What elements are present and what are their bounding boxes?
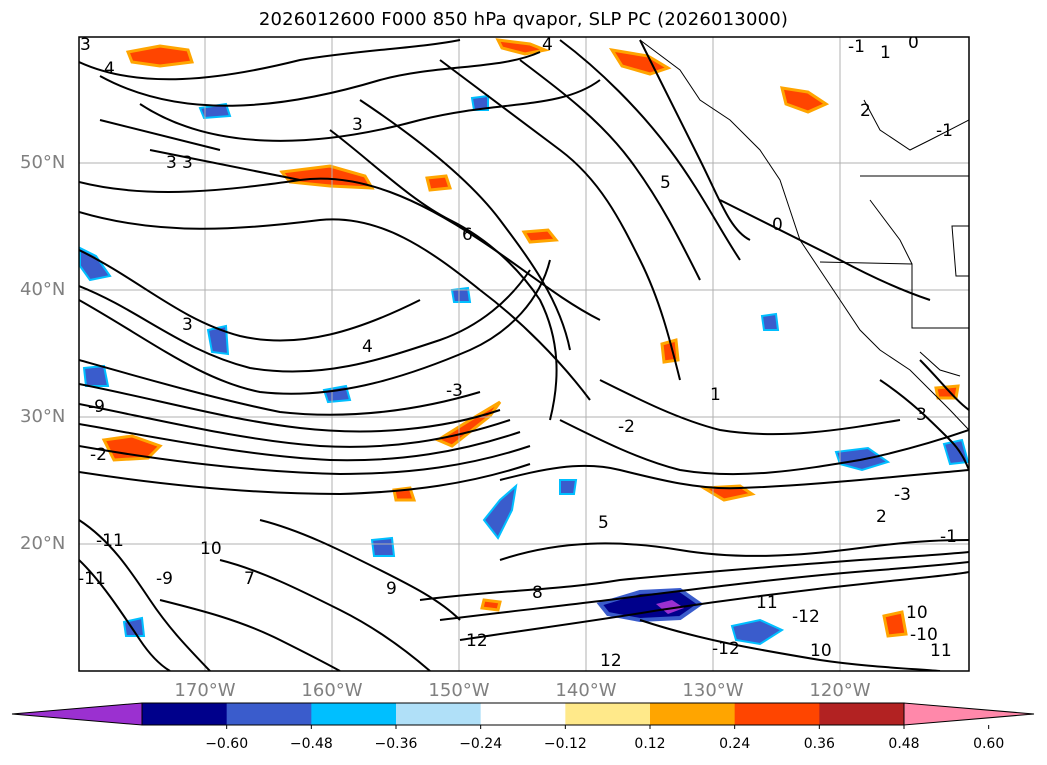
contour-label: -1 [940,527,957,547]
contour-label: -9 [88,397,105,417]
colorbar-segment [142,703,228,725]
colorbar [11,702,1035,729]
contour-label: 0 [908,33,919,53]
plot-area [79,37,969,671]
colorbar-tick-label: 0.12 [634,736,666,752]
contour-label: 3 [166,153,177,173]
contour-label: 3 [182,153,193,173]
contour-label: 8 [532,583,543,603]
contour-label: 2 [876,507,887,527]
contour-label: -3 [446,381,463,401]
lon-label-160w: 160°W [301,680,363,701]
contour-label: 1 [880,43,891,63]
colorbar-tick-label: −0.24 [459,736,503,752]
contour-label: 3 [352,115,363,135]
contour-label: -11 [96,531,124,551]
colorbar-segment [311,703,397,725]
contour-label: 11 [756,593,778,613]
colorbar-segment [565,703,651,725]
colorbar-tick-label: 0.36 [803,736,835,752]
colorbar-segment [734,703,820,725]
colorbar-extend-high [903,702,1035,726]
contour-label: 2 [860,101,871,121]
contour-label: 4 [362,337,373,357]
contour-label: 6 [462,225,473,245]
contour-label: -3 [894,485,911,505]
contour-label: -11 [78,569,106,589]
contour-label: 9 [386,579,397,599]
colorbar-extend-low [11,702,143,726]
lon-label-120w: 120°W [809,680,871,701]
contour-label: 5 [598,513,609,533]
colorbar-segment [396,703,482,725]
contour-labels: 3 4 3 3 3 -1 1 0 2 -1 5 6 0 3 4 -2 5 8 -… [78,33,957,671]
contour-label: 10 [200,539,222,559]
contour-label: -2 [618,417,635,437]
colorbar-tick-label: 0.60 [973,736,1005,752]
contour-label: -1 [848,37,865,57]
colorbar-frame [141,702,905,726]
contour-label: -2 [90,445,107,465]
contour-label: -10 [910,625,938,645]
lon-label-170w: 170°W [174,680,236,701]
contour-label: 3 [182,315,193,335]
contour-label: 3 [916,405,927,425]
coastline-borders [639,39,969,431]
contour-label: -1 [936,121,953,141]
contour-label: 4 [542,35,553,55]
contour-label: 7 [244,569,255,589]
colorbar-segment [480,703,566,725]
colorbar-tick-label: 0.24 [719,736,751,752]
colorbar-segment [650,703,736,725]
lon-label-130w: 130°W [682,680,744,701]
plot-frame [78,36,970,672]
contour-label: 12 [466,631,488,651]
lat-label-40: 40°N [20,279,66,300]
lon-label-150w: 150°W [428,680,490,701]
contour-label: 5 [660,173,671,193]
contour-label: 4 [104,59,115,79]
colorbar-tick-label: −0.60 [205,736,249,752]
colorbar-tick-label: −0.12 [543,736,587,752]
moisture-positive-shading [101,38,960,638]
contour-label: -12 [792,607,820,627]
contour-label: 12 [600,651,622,671]
contour-label: 10 [810,641,832,661]
lon-label-140w: 140°W [555,680,617,701]
colorbar-tick-label: −0.36 [374,736,418,752]
colorbar-tick-label: −0.48 [289,736,333,752]
slp-contours [79,39,969,671]
lat-label-20: 20°N [20,533,66,554]
contour-label: 0 [772,215,783,235]
colorbar-segment [226,703,312,725]
contour-label: -12 [712,639,740,659]
contour-label: 10 [906,603,928,623]
contour-label: 1 [710,385,721,405]
colorbar-segment [819,703,905,725]
contour-label: 3 [80,35,91,55]
contour-label: 11 [930,641,952,661]
colorbar-tick-label: 0.48 [888,736,920,752]
map-title: 2026012600 F000 850 hPa qvapor, SLP PC (… [258,9,789,30]
lat-label-50: 50°N [20,152,66,173]
lat-label-30: 30°N [20,406,66,427]
contour-label: -9 [156,569,173,589]
